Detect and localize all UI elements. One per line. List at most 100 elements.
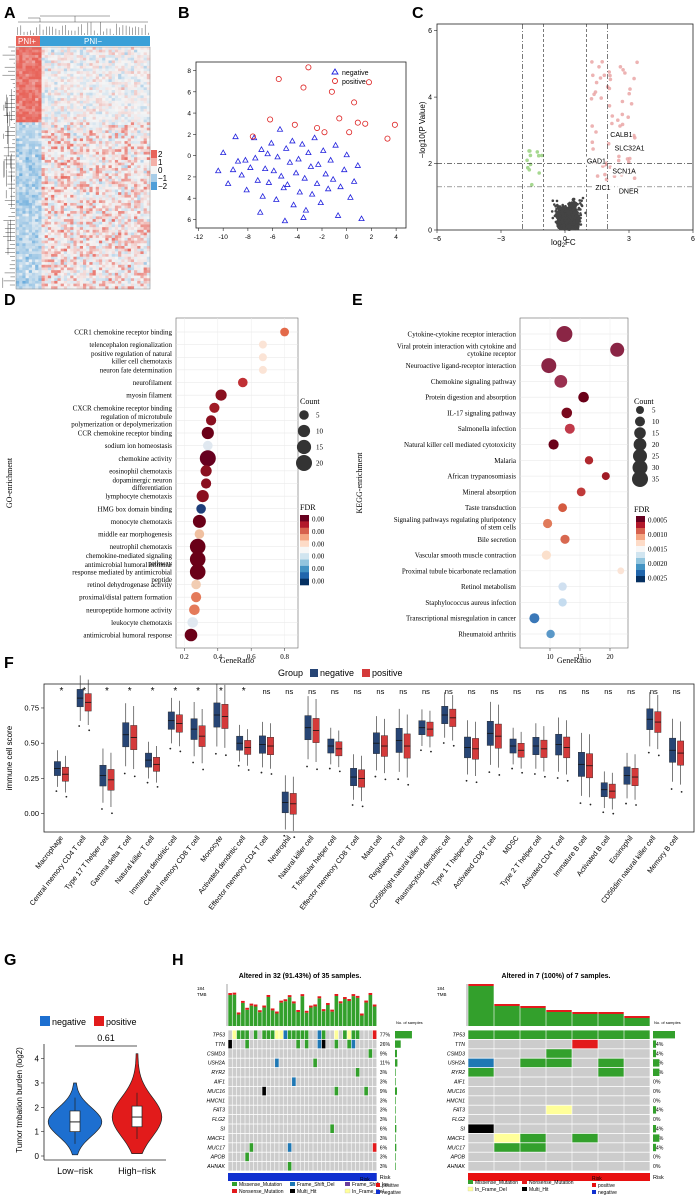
heatmap-cell xyxy=(60,186,65,190)
heatmap-cell xyxy=(79,100,84,104)
heatmap-cell xyxy=(44,240,49,244)
heatmap-cell xyxy=(76,95,81,99)
point-negative xyxy=(334,212,342,218)
heatmap-cell xyxy=(134,79,138,83)
heatmap-cell xyxy=(140,124,144,128)
heatmap-cell xyxy=(63,176,68,180)
heatmap-cell xyxy=(143,178,148,182)
heatmap-cell xyxy=(146,178,151,182)
heatmap-cell xyxy=(121,47,125,50)
heatmap-cell xyxy=(47,157,52,161)
heatmap-cell xyxy=(86,229,90,233)
heatmap-cell xyxy=(67,79,71,83)
heatmap-cell xyxy=(67,71,71,75)
heatmap-cell xyxy=(143,251,148,255)
heatmap-cell xyxy=(130,68,135,72)
heatmap-cell xyxy=(51,176,55,180)
heatmap-cell xyxy=(35,60,39,64)
heatmap-cell xyxy=(111,124,116,128)
heatmap-cell xyxy=(114,176,119,180)
heatmap-cell xyxy=(143,213,148,217)
heatmap-cell xyxy=(134,111,138,115)
heatmap-cell xyxy=(111,170,116,174)
panel-letter-g: G xyxy=(4,952,16,969)
heatmap-cell xyxy=(143,186,148,190)
heatmap-cell xyxy=(16,202,20,206)
heatmap-cell xyxy=(70,157,74,161)
heatmap-cell xyxy=(38,65,42,69)
heatmap-cell xyxy=(22,240,26,244)
heatmap-cell xyxy=(102,98,106,102)
heatmap-cell xyxy=(121,76,125,80)
heatmap-cell xyxy=(76,162,81,166)
heatmap-cell xyxy=(95,186,100,190)
heatmap-cell xyxy=(108,270,113,274)
heatmap-cell xyxy=(111,108,116,112)
heatmap-cell xyxy=(134,245,138,249)
heatmap-cell xyxy=(121,157,125,161)
heatmap-cell xyxy=(70,111,74,115)
heatmap-cell xyxy=(95,154,100,158)
heatmap-cell xyxy=(44,259,49,263)
heatmap-cell xyxy=(47,98,52,102)
heatmap-cell xyxy=(51,119,55,123)
heatmap-cell xyxy=(76,286,81,290)
heatmap-cell xyxy=(79,116,84,120)
heatmap-cell xyxy=(54,202,58,206)
heatmap-cell xyxy=(79,245,84,249)
heatmap-cell xyxy=(31,189,36,193)
heatmap-cell xyxy=(92,181,97,185)
heatmap-cell xyxy=(51,168,55,171)
heatmap-cell xyxy=(44,159,49,163)
heatmap-cell xyxy=(47,52,52,56)
heatmap-cell xyxy=(143,278,148,282)
heatmap-cell xyxy=(79,124,84,128)
heatmap-cell xyxy=(130,181,135,185)
heatmap-cell xyxy=(92,135,97,139)
heatmap-cell xyxy=(25,272,30,276)
heatmap-cell xyxy=(28,202,33,206)
heatmap-cell xyxy=(35,237,39,241)
heatmap-cell xyxy=(41,211,46,215)
volcano-point xyxy=(580,199,583,202)
heatmap-cell xyxy=(60,202,65,206)
heatmap-cell xyxy=(124,159,128,163)
heatmap-cell xyxy=(137,49,141,53)
heatmap-cell xyxy=(38,92,42,96)
heatmap-cell xyxy=(54,181,58,185)
heatmap-cell xyxy=(127,165,132,169)
heatmap-cell xyxy=(105,154,109,158)
heatmap-cell xyxy=(127,251,132,255)
heatmap-cell xyxy=(130,189,135,193)
heatmap-cell xyxy=(83,184,87,188)
heatmap-cell xyxy=(70,213,74,217)
heatmap-cell xyxy=(105,90,109,94)
heatmap-cell xyxy=(146,280,151,284)
heatmap-cell xyxy=(134,219,138,223)
heatmap-cell xyxy=(111,270,116,274)
heatmap-cell xyxy=(70,229,74,233)
heatmap-cell xyxy=(22,63,26,67)
heatmap-cell xyxy=(98,237,103,241)
heatmap-cell xyxy=(57,92,61,96)
heatmap-cell xyxy=(134,283,138,287)
heatmap-cell xyxy=(73,159,77,163)
heatmap-cell xyxy=(121,57,125,61)
heatmap-cell xyxy=(35,208,39,212)
heatmap-cell xyxy=(16,264,20,268)
heatmap-cell xyxy=(121,103,125,107)
heatmap-cell xyxy=(67,221,71,225)
heatmap-cell xyxy=(70,280,74,284)
heatmap-cell xyxy=(102,216,106,220)
heatmap-cell xyxy=(47,278,52,282)
heatmap-cell xyxy=(102,49,106,53)
heatmap-cell xyxy=(121,119,125,123)
heatmap-cell xyxy=(146,55,151,59)
heatmap-cell xyxy=(60,114,65,118)
heatmap-cell xyxy=(105,211,109,215)
heatmap-cell xyxy=(89,133,93,137)
heatmap-cell xyxy=(44,248,49,252)
heatmap-cell xyxy=(114,286,119,290)
heatmap-cell xyxy=(41,47,46,50)
heatmap-cell xyxy=(105,262,109,266)
